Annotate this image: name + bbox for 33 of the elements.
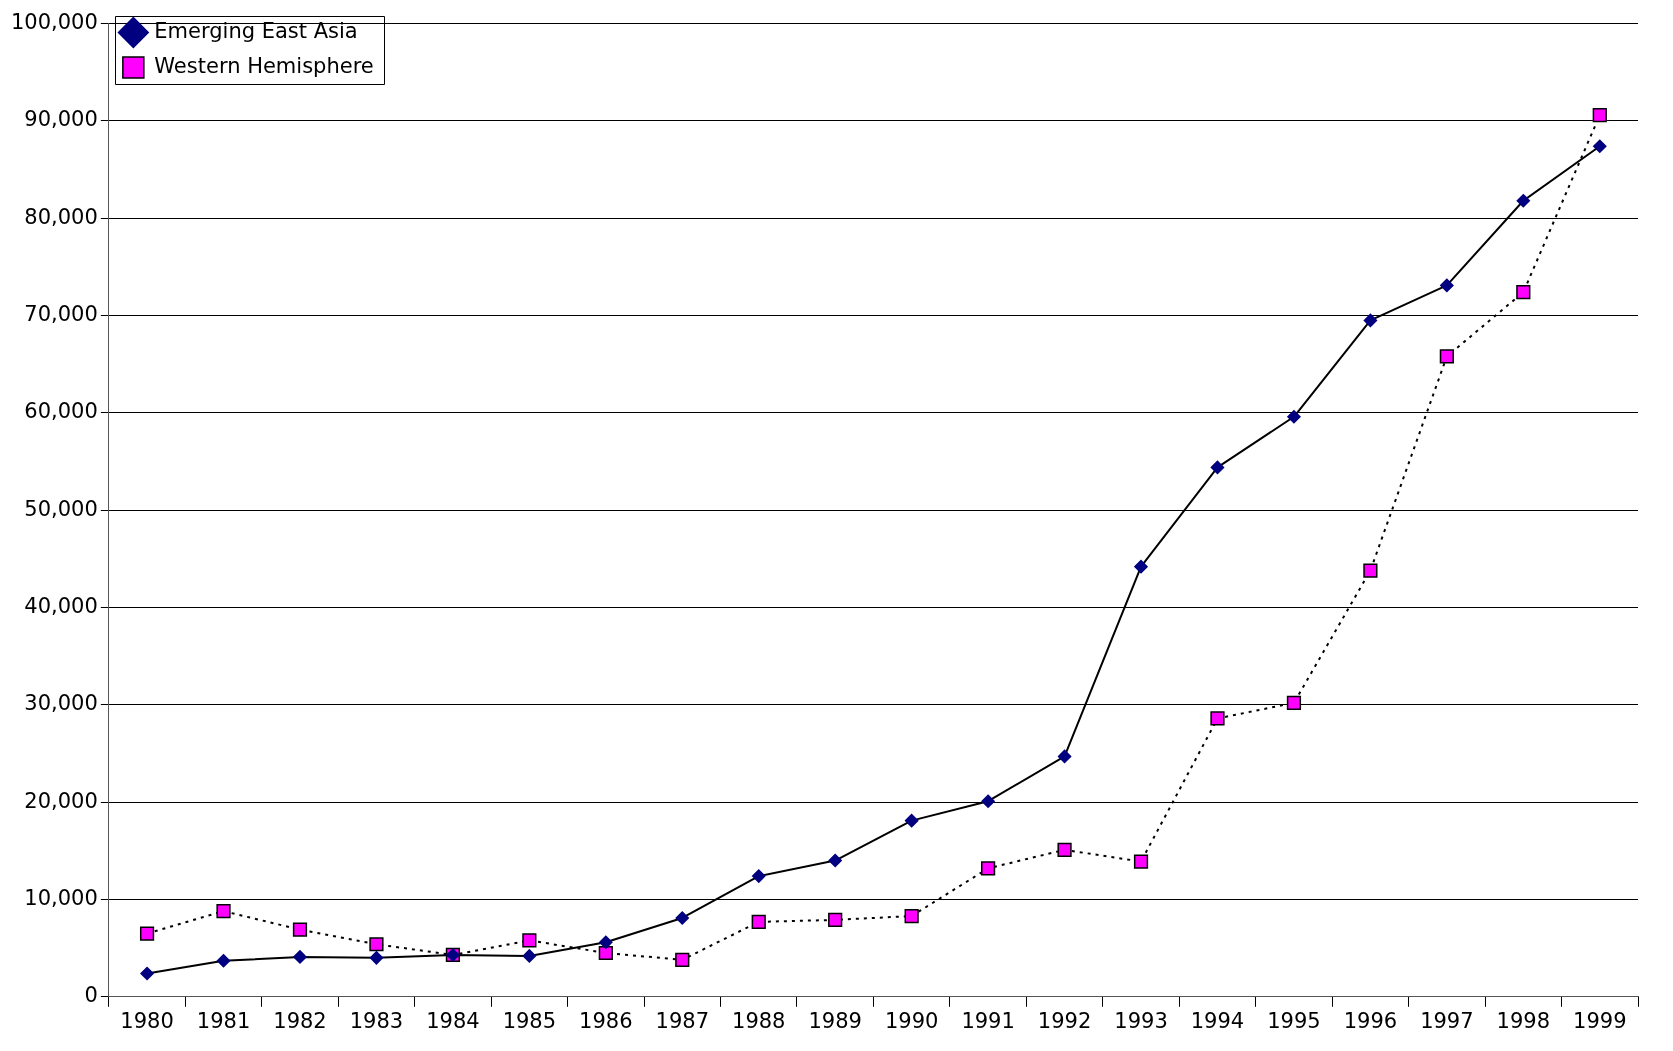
x-tick-label: 1990 <box>884 1008 939 1033</box>
x-tick-label: 1987 <box>655 1008 709 1033</box>
x-tick-label: 1984 <box>426 1008 480 1033</box>
x-tick-label: 1995 <box>1267 1008 1321 1033</box>
y-tick-label: 10,000 <box>24 885 98 910</box>
x-tick-label: 1980 <box>120 1008 174 1033</box>
x-tick-label: 1982 <box>273 1008 327 1033</box>
x-tick-label: 1992 <box>1037 1008 1092 1033</box>
y-tick-label: 60,000 <box>24 399 98 424</box>
x-tick-label: 1988 <box>732 1008 786 1033</box>
legend-label: Emerging East Asia <box>154 18 358 43</box>
y-tick-label: 50,000 <box>24 496 98 521</box>
y-tick-label: 70,000 <box>24 302 98 327</box>
legend-label: Western Hemisphere <box>154 53 374 78</box>
x-tick-label: 1994 <box>1190 1008 1245 1033</box>
y-tick-label: 30,000 <box>24 691 98 716</box>
y-tick-label: 100,000 <box>11 10 98 35</box>
y-tick-label: 80,000 <box>24 204 98 229</box>
x-tick-label: 1996 <box>1343 1008 1398 1033</box>
y-tick-label: 90,000 <box>24 107 98 132</box>
y-tick-label: 20,000 <box>24 788 98 813</box>
y-tick-label: 0 <box>84 983 98 1008</box>
x-tick-label: 1981 <box>196 1008 251 1033</box>
x-tick-label: 1989 <box>808 1008 862 1033</box>
x-tick-label: 1983 <box>349 1008 404 1033</box>
y-tick-label: 40,000 <box>24 593 98 618</box>
x-tick-label: 1985 <box>502 1008 557 1033</box>
x-tick-label: 1999 <box>1573 1008 1627 1033</box>
x-tick-label: 1986 <box>579 1008 633 1033</box>
x-tick-label: 1993 <box>1114 1008 1168 1033</box>
x-tick-label: 1997 <box>1420 1008 1474 1033</box>
x-tick-label: 1991 <box>961 1008 1015 1033</box>
x-tick-label: 1998 <box>1496 1008 1551 1033</box>
